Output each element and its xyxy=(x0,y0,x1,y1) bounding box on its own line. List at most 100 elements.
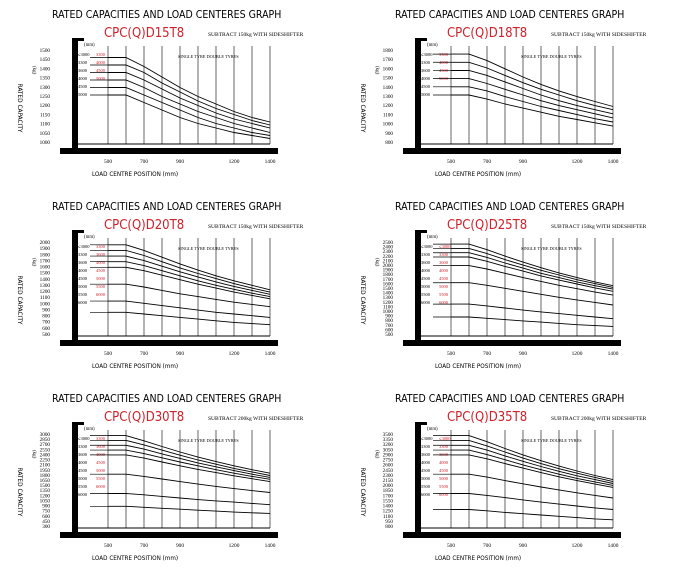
y-tick-label: 1450 xyxy=(40,57,51,63)
chart-model: CPC(Q)D30T8 xyxy=(104,410,184,425)
x-tick-label: 1400 xyxy=(608,543,619,549)
x-axis-label: LOAD CENTRE POSITION (mm) xyxy=(435,171,521,178)
y-tick-label: 500 xyxy=(42,332,50,338)
lift-height-label: ≤3000 xyxy=(421,436,433,441)
y-tick-label: 2750 xyxy=(383,458,394,464)
y-tick-label: 2300 xyxy=(383,249,394,255)
y-tick-label: 2550 xyxy=(40,447,51,453)
lift-height-label-red: 4500 xyxy=(96,68,106,73)
lift-height-label: 5000 xyxy=(421,284,431,289)
x-tick-label: 500 xyxy=(104,543,112,549)
mast-unit: (mm) xyxy=(427,427,438,432)
x-tick-label: 700 xyxy=(483,543,491,549)
chart-frame xyxy=(60,230,278,346)
series-line xyxy=(451,303,614,320)
y-tick-label: 1300 xyxy=(383,295,394,301)
y-tick-label: 2250 xyxy=(40,458,51,464)
y-tick-label: 1300 xyxy=(40,283,51,289)
x-tick-label: 1400 xyxy=(265,543,276,549)
x-tick-label: 1200 xyxy=(572,351,583,357)
lift-height-label-red: 6000 xyxy=(439,492,449,497)
y-tick-label: 1500 xyxy=(40,48,51,54)
series-line xyxy=(451,439,614,483)
y-tick-label: 1400 xyxy=(383,504,394,510)
series-line xyxy=(451,473,614,499)
y-tick-label: 1100 xyxy=(40,122,51,128)
y-tick-label: 2600 xyxy=(383,463,394,469)
y-tick-label: 1400 xyxy=(383,291,394,297)
x-tick-label: 1200 xyxy=(229,351,240,357)
lift-height-label-red: 5000 xyxy=(96,76,106,81)
x-tick-label: 700 xyxy=(140,159,148,165)
y-tick-label: 1400 xyxy=(40,66,51,72)
series-line xyxy=(108,87,271,136)
chart-frame xyxy=(60,38,278,154)
x-tick-label: 1400 xyxy=(608,159,619,165)
lift-height-label: ≤3000 xyxy=(78,436,90,441)
y-tick-label: 1200 xyxy=(40,289,51,295)
y-tick-label: 2150 xyxy=(383,478,394,484)
chart-svg: RATED CAPACITIES AND LOAD CENTERES GRAPH… xyxy=(16,201,304,370)
lift-height-label: 4500 xyxy=(78,276,88,281)
y-tick-label: 1150 xyxy=(40,112,51,118)
y-axis-unit: (kg) xyxy=(374,258,379,267)
lift-height-label: 3300 xyxy=(78,252,88,257)
series-line xyxy=(108,261,271,298)
lift-height-label: 4500 xyxy=(421,468,431,473)
frame-bottom-bar xyxy=(403,532,621,538)
y-tick-label: 2100 xyxy=(383,258,394,264)
series-line xyxy=(451,70,614,115)
y-tick-label: 1900 xyxy=(40,246,51,252)
y-tick-label: 3200 xyxy=(383,442,394,448)
lift-height-label-red: 3600 xyxy=(96,252,106,257)
x-tick-label: 700 xyxy=(483,351,491,357)
y-tick-label: 3350 xyxy=(383,437,394,443)
y-axis-label: RATED CAPACITY xyxy=(359,276,367,325)
chart-panel: RATED CAPACITIES AND LOAD CENTERES GRAPH… xyxy=(343,384,685,576)
y-axis-unit: (kg) xyxy=(31,66,36,75)
series-line xyxy=(451,509,614,521)
y-tick-label: 1100 xyxy=(383,304,394,310)
x-axis-label: LOAD CENTRE POSITION (mm) xyxy=(92,363,178,370)
series-line xyxy=(108,449,271,480)
frame-left-bar xyxy=(415,230,421,346)
frame-top-cap xyxy=(72,230,84,233)
y-tick-label: 1500 xyxy=(383,286,394,292)
lift-height-label: 5000 xyxy=(78,284,88,289)
y-tick-label: 3000 xyxy=(40,432,51,438)
y-tick-label: 2500 xyxy=(383,240,394,246)
lift-height-label: 4000 xyxy=(78,268,88,273)
chart-panel: RATED CAPACITIES AND LOAD CENTERES GRAPH… xyxy=(343,0,685,192)
lift-height-label-red: 3300 xyxy=(96,52,106,57)
y-tick-label: 1000 xyxy=(40,140,51,146)
tyre-legend: SINGLE TYRE DOUBLE TYRES xyxy=(178,246,239,251)
chart-title: RATED CAPACITIES AND LOAD CENTERES GRAPH xyxy=(395,9,624,21)
y-tick-label: 1300 xyxy=(383,94,394,100)
x-tick-label: 1200 xyxy=(572,543,583,549)
chart-svg: RATED CAPACITIES AND LOAD CENTERES GRAPH… xyxy=(359,201,647,370)
lift-height-label: ≤3000 xyxy=(78,244,90,249)
mast-unit: (mm) xyxy=(427,43,438,48)
frame-top-cap xyxy=(72,422,84,425)
lift-height-label-red: 5500 xyxy=(96,284,106,289)
series-line xyxy=(451,449,614,486)
chart-title: RATED CAPACITIES AND LOAD CENTERES GRAPH xyxy=(52,201,281,213)
series-line xyxy=(108,244,271,291)
chart-title: RATED CAPACITIES AND LOAD CENTERES GRAPH xyxy=(395,393,624,405)
frame-bottom-bar xyxy=(60,532,278,538)
y-tick-label: 600 xyxy=(42,514,50,520)
series-line xyxy=(108,266,271,300)
lift-height-label-red: 3600 xyxy=(96,444,106,449)
lift-height-label-red: 5000 xyxy=(96,276,106,281)
lift-height-label: 3600 xyxy=(78,68,88,73)
lift-height-label-red: 5000 xyxy=(439,476,449,481)
y-tick-label: 1400 xyxy=(383,85,394,91)
tyre-legend: SINGLE TYRE DOUBLE TYRES xyxy=(178,54,239,59)
series-line xyxy=(108,255,271,295)
y-tick-label: 1800 xyxy=(383,272,394,278)
lift-height-label-red: 4000 xyxy=(439,268,449,273)
lift-height-label-red: 3300 xyxy=(96,244,106,249)
x-tick-label: 1400 xyxy=(265,351,276,357)
x-axis-label: LOAD CENTRE POSITION (mm) xyxy=(92,555,178,562)
chart-panel: RATED CAPACITIES AND LOAD CENTERES GRAPH… xyxy=(0,0,342,192)
